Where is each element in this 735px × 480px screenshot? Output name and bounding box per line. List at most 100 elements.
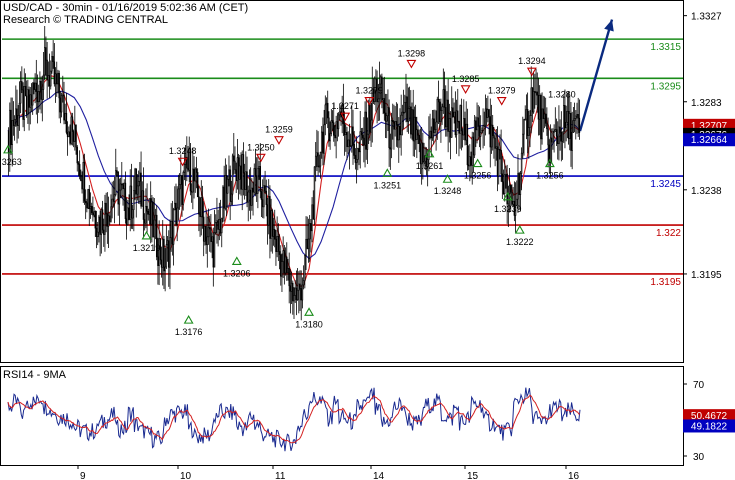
candle-18 bbox=[29, 87, 31, 125]
marker-down-9 bbox=[364, 97, 375, 106]
candle-79 bbox=[103, 218, 105, 247]
candle-451 bbox=[550, 128, 553, 164]
marker-up-12 bbox=[424, 148, 435, 158]
candle-309 bbox=[379, 74, 382, 103]
candle-120 bbox=[152, 197, 154, 238]
point-label-5: 1.3250 bbox=[247, 142, 275, 152]
x-tick-label-3: 14 bbox=[373, 471, 385, 480]
candle-407 bbox=[497, 142, 500, 185]
candle-315 bbox=[387, 89, 389, 131]
candle-101 bbox=[129, 169, 131, 232]
candle-301 bbox=[370, 102, 372, 148]
candle-342 bbox=[419, 128, 422, 175]
candle-356 bbox=[436, 96, 439, 140]
candle-262 bbox=[323, 109, 325, 165]
candle-298 bbox=[366, 117, 369, 164]
candle-13 bbox=[23, 68, 25, 132]
candle-386 bbox=[472, 132, 475, 173]
candle-134 bbox=[169, 219, 171, 290]
candle-20 bbox=[31, 82, 34, 115]
marker-up-15 bbox=[472, 158, 483, 168]
candle-281 bbox=[346, 126, 348, 160]
candle-217 bbox=[269, 185, 271, 259]
candle-103 bbox=[131, 204, 134, 230]
candle-270 bbox=[333, 103, 335, 142]
candle-406 bbox=[496, 126, 499, 192]
marker-down-11 bbox=[406, 59, 417, 69]
candle-373 bbox=[457, 88, 459, 129]
candle-363 bbox=[445, 85, 447, 137]
candle-388 bbox=[475, 116, 477, 147]
marker-down-5 bbox=[255, 153, 266, 163]
candle-212 bbox=[263, 177, 265, 219]
candle-130 bbox=[164, 248, 166, 292]
candle-61 bbox=[81, 171, 83, 194]
candle-102 bbox=[130, 163, 133, 229]
candle-137 bbox=[172, 207, 175, 266]
candle-256 bbox=[316, 129, 318, 171]
candle-450 bbox=[549, 124, 552, 178]
candle-22 bbox=[34, 73, 36, 104]
candle-72 bbox=[94, 210, 97, 237]
candle-410 bbox=[501, 156, 504, 200]
candle-12 bbox=[22, 82, 24, 128]
candle-170 bbox=[212, 227, 215, 287]
candle-263 bbox=[324, 95, 327, 136]
candle-330 bbox=[405, 73, 407, 123]
candle-189 bbox=[235, 162, 237, 194]
point-label-15: 1.3256 bbox=[464, 171, 492, 181]
candle-464 bbox=[566, 92, 569, 138]
candle-169 bbox=[211, 232, 213, 259]
candle-165 bbox=[206, 216, 209, 268]
candle-271 bbox=[334, 125, 336, 147]
candle-439 bbox=[536, 72, 538, 113]
candle-69 bbox=[90, 202, 93, 215]
chart-title: USD/CAD - 30min - 01/16/2019 5:02:36 AM … bbox=[3, 2, 249, 14]
candle-59 bbox=[78, 150, 81, 180]
candle-205 bbox=[254, 149, 257, 197]
candle-331 bbox=[406, 83, 408, 133]
candle-420 bbox=[513, 181, 516, 222]
point-label-2: 1.3248 bbox=[169, 146, 197, 156]
marker-up-1 bbox=[141, 230, 152, 240]
candle-289 bbox=[355, 136, 358, 184]
candle-380 bbox=[465, 101, 467, 145]
candle-378 bbox=[463, 99, 465, 141]
marker-up-20 bbox=[544, 158, 555, 168]
candle-197 bbox=[245, 151, 247, 196]
candle-85 bbox=[110, 194, 112, 223]
candle-223 bbox=[276, 216, 278, 258]
candle-273 bbox=[336, 112, 339, 142]
candle-458 bbox=[559, 119, 561, 151]
candle-296 bbox=[364, 101, 366, 168]
candle-210 bbox=[260, 188, 263, 217]
candle-97 bbox=[124, 171, 127, 224]
candle-469 bbox=[572, 107, 575, 134]
candle-345 bbox=[423, 142, 425, 167]
candle-129 bbox=[163, 235, 165, 290]
candle-105 bbox=[134, 167, 136, 201]
point-label-0: 1.3263 bbox=[0, 157, 22, 167]
candle-459 bbox=[560, 111, 563, 162]
candle-178 bbox=[222, 185, 224, 223]
y-tick-label-2: 1.3238 bbox=[691, 186, 722, 197]
candle-336 bbox=[412, 89, 414, 157]
candle-230 bbox=[284, 247, 287, 276]
candle-462 bbox=[564, 89, 566, 149]
y-tick-label-3: 1.3195 bbox=[691, 270, 722, 281]
candle-399 bbox=[488, 108, 490, 135]
candle-55 bbox=[74, 105, 76, 151]
candle-455 bbox=[555, 118, 558, 146]
candle-3 bbox=[11, 97, 13, 167]
candle-442 bbox=[540, 93, 542, 151]
candle-361 bbox=[442, 68, 445, 114]
candle-470 bbox=[573, 102, 576, 133]
candle-291 bbox=[358, 141, 360, 166]
candle-121 bbox=[153, 198, 156, 251]
candle-246 bbox=[304, 254, 306, 289]
candle-116 bbox=[147, 208, 150, 221]
candle-133 bbox=[168, 230, 170, 287]
candle-295 bbox=[363, 117, 365, 163]
candle-429 bbox=[524, 105, 526, 121]
